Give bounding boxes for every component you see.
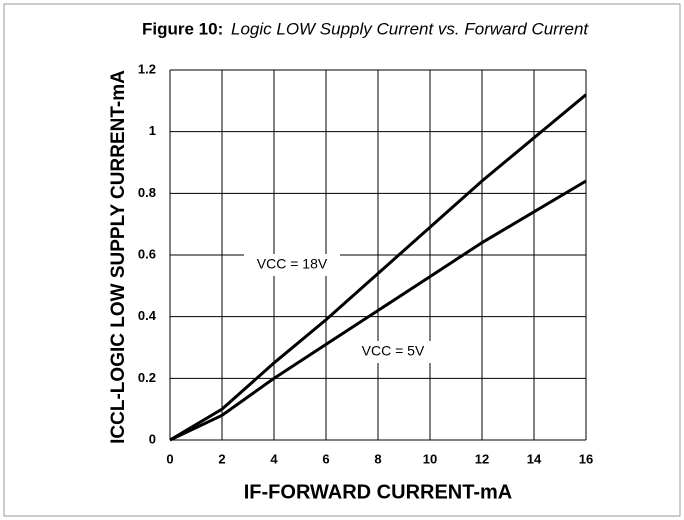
- x-tick-label: 16: [579, 451, 593, 466]
- x-tick-label: 14: [527, 451, 542, 466]
- y-tick-label: 1: [149, 123, 156, 138]
- series-line: [169, 93, 587, 442]
- y-tick-label: 0.6: [138, 246, 156, 261]
- x-tick-label: 0: [166, 451, 173, 466]
- x-tick-label: 2: [218, 451, 225, 466]
- y-tick-label: 0.8: [138, 185, 156, 200]
- x-tick-label: 12: [475, 451, 489, 466]
- figure-label: Figure 10:: [142, 19, 223, 38]
- chart-title: Logic LOW Supply Current vs. Forward Cur…: [231, 19, 589, 38]
- y-tick-label: 0: [149, 431, 156, 446]
- x-tick-label: 10: [423, 451, 437, 466]
- x-tick-label: 8: [374, 451, 381, 466]
- series-label: VCC = 5V: [362, 343, 425, 359]
- x-tick-label: 4: [270, 451, 278, 466]
- label-background: [244, 254, 340, 276]
- series-line: [169, 179, 587, 442]
- label-background: [345, 341, 441, 363]
- x-axis-label: IF-FORWARD CURRENT-mA: [244, 481, 513, 503]
- y-tick-label: 0.4: [138, 308, 157, 323]
- y-tick-label: 0.2: [138, 370, 156, 385]
- frame: [3, 3, 681, 517]
- y-axis-label: ICCL-LOGIC LOW SUPPLY CURRENT-mA: [108, 70, 129, 444]
- series-label: VCC = 18V: [257, 256, 328, 272]
- x-tick-label: 6: [322, 451, 329, 466]
- y-tick-label: 1.2: [138, 61, 156, 76]
